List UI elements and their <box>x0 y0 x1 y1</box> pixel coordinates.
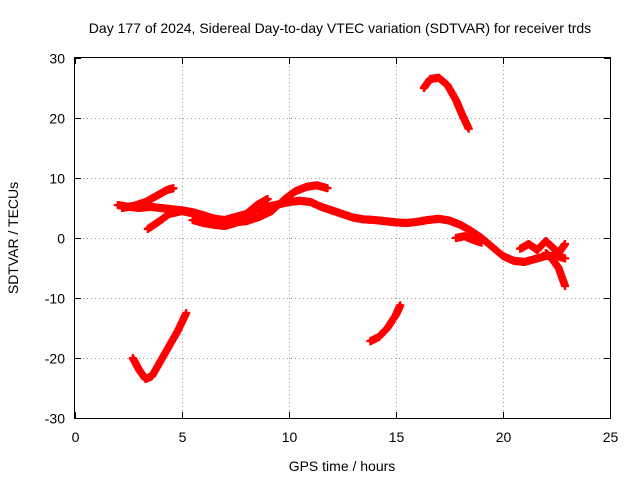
axis-ticks: 0 5 10 15 20 25 -30 -20 -10 0 10 20 30 <box>45 51 619 446</box>
data-point <box>396 301 405 310</box>
plot-frame <box>74 57 611 419</box>
data-points <box>113 73 570 383</box>
series-arc-9 <box>541 249 570 290</box>
series-arc-8 <box>516 237 570 257</box>
data-point <box>182 309 191 317</box>
series-arc-6 <box>419 73 473 133</box>
y-tick-label: 20 <box>49 111 65 127</box>
y-axis-label: SDTVAR / TECUs <box>5 182 21 294</box>
y-tick-label: 0 <box>57 231 65 247</box>
x-tick-label: 25 <box>603 429 619 445</box>
x-tick-label: 0 <box>72 429 80 445</box>
x-tick-label: 15 <box>389 429 405 445</box>
data-point <box>169 184 178 193</box>
y-tick-label: -30 <box>45 411 65 427</box>
chart-title: Day 177 of 2024, Sidereal Day-to-day VTE… <box>89 20 591 36</box>
series-arc-7 <box>366 301 405 346</box>
series-arc-4 <box>118 184 178 212</box>
y-tick-label: 30 <box>49 51 65 67</box>
data-point <box>323 184 332 193</box>
series-arc-10 <box>451 232 486 247</box>
series-arc-5 <box>188 195 272 230</box>
y-tick-label: 10 <box>49 171 65 187</box>
y-tick-label: -10 <box>45 291 65 307</box>
x-tick-label: 5 <box>179 429 187 445</box>
y-tick-label: -20 <box>45 351 65 367</box>
data-point <box>477 238 486 247</box>
data-point <box>561 282 570 290</box>
x-tick-label: 10 <box>282 429 298 445</box>
data-point <box>263 195 272 203</box>
data-point <box>464 124 473 133</box>
data-point <box>561 254 570 263</box>
x-tick-label: 20 <box>496 429 512 445</box>
x-axis-label: GPS time / hours <box>289 458 396 474</box>
grid <box>75 58 610 418</box>
series-arc-1 <box>128 309 191 383</box>
data-point <box>561 240 570 248</box>
